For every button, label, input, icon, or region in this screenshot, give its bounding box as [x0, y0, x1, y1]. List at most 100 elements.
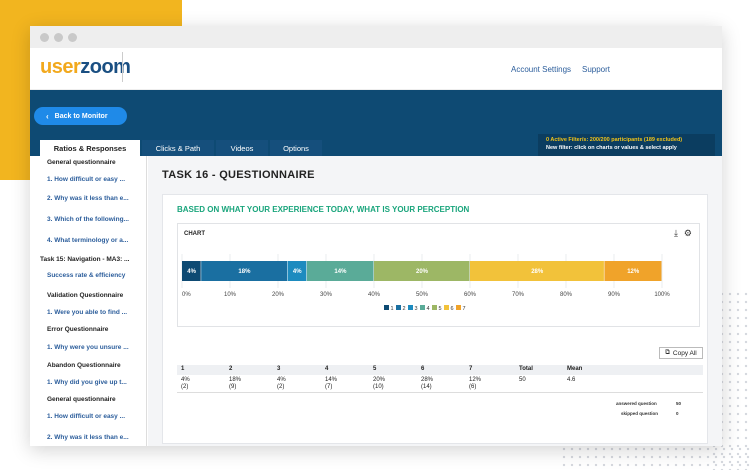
chevron-left-icon: ‹ — [46, 111, 49, 121]
table-percent-cell[interactable]: 20% — [373, 377, 386, 383]
back-to-monitor-button[interactable]: ‹ Back to Monitor — [34, 107, 127, 125]
table-count-cell[interactable]: (2) — [277, 384, 285, 390]
support-link[interactable]: Support — [582, 65, 611, 74]
legend-swatch[interactable] — [408, 305, 413, 310]
table-count-cell[interactable]: (6) — [469, 384, 477, 390]
window-close-dot[interactable] — [40, 33, 49, 42]
app-header: userzoom Account Settings Support — [30, 48, 722, 90]
x-tick-label: 40% — [368, 292, 381, 298]
gear-icon[interactable]: ⚙ — [683, 228, 692, 238]
sidebar-question-link[interactable]: 1. How difficult or easy ... — [47, 413, 126, 420]
bar-segment-2[interactable] — [201, 261, 288, 281]
window-titlebar — [30, 26, 722, 48]
sidebar-question-link[interactable]: 2. Why was it less than e... — [47, 434, 129, 441]
legend-swatch[interactable] — [444, 305, 449, 310]
table-count-cell[interactable]: (9) — [229, 384, 237, 390]
table-header-cell: 5 — [373, 366, 377, 372]
sidebar-section-heading: Error Questionnaire — [47, 326, 109, 333]
copy-all-button[interactable]: ⧉ Copy All — [659, 347, 703, 359]
tab-options[interactable]: Options — [270, 140, 322, 156]
sidebar-task-heading: Task 15: Navigation - MA3: ... — [40, 256, 130, 263]
tab-videos[interactable]: Videos — [216, 140, 268, 156]
table-count-cell[interactable]: (2) — [181, 384, 189, 390]
copy-icon: ⧉ — [665, 349, 670, 356]
bar-segment-5[interactable] — [374, 261, 470, 281]
sidebar-section-heading: General questionnaire — [47, 396, 116, 403]
table-percent-cell[interactable]: 18% — [229, 377, 242, 383]
table-header-row — [177, 365, 703, 375]
legend-swatch[interactable] — [384, 305, 389, 310]
window-minimize-dot[interactable] — [54, 33, 63, 42]
window-maximize-dot[interactable] — [68, 33, 77, 42]
x-tick-label: 30% — [320, 292, 333, 298]
logo-separator — [122, 52, 123, 82]
stacked-bar-chart[interactable]: 0% 10% 20% 30% 40% 50% 60% 70% 80% 90% 100% 4% 18% 4%… — [178, 224, 701, 328]
skipped-question-label: skipped question — [621, 411, 659, 416]
nav-band: ‹ Back to Monitor 0 Active Filter/s: 200… — [30, 90, 722, 156]
account-settings-link[interactable]: Account Settings — [511, 65, 572, 74]
question-sidebar: General questionnaire 1. How difficult or… — [30, 156, 147, 446]
sidebar-question-link[interactable]: 2. Why was it less than e... — [47, 195, 129, 202]
bar-data-label: 18% — [238, 269, 251, 275]
sidebar-question-link[interactable]: 1. Were you able to find ... — [47, 309, 128, 316]
download-icon[interactable]: ⤓ — [673, 228, 678, 238]
sidebar-question-link[interactable]: Success rate & efficiency — [47, 272, 126, 279]
question-title: BASED ON WHAT YOUR EXPERIENCE TODAY, WHA… — [177, 205, 470, 214]
x-tick-label: 10% — [224, 292, 237, 298]
table-percent-cell[interactable]: 14% — [325, 377, 338, 383]
table-header-cell: 1 — [181, 366, 185, 372]
chart-label: CHART — [184, 231, 205, 237]
legend-label: 3 — [415, 306, 418, 312]
tab-bar: Ratios & Responses Clicks & Path Videos … — [40, 140, 324, 156]
x-tick-label: 100% — [654, 292, 670, 298]
bar-segment-6[interactable] — [470, 261, 604, 281]
tab-clicks-path[interactable]: Clicks & Path — [142, 140, 214, 156]
table-percent-cell[interactable]: 28% — [421, 377, 434, 383]
browser-window: userzoom Account Settings Support ‹ Back… — [30, 26, 722, 446]
legend-label: 4 — [427, 306, 430, 312]
sidebar-question-link[interactable]: 3. Which of the following... — [47, 216, 129, 223]
background-dots-bottom — [560, 445, 750, 470]
active-filter-text: 0 Active Filter/s: 200/200 participants … — [546, 137, 683, 143]
table-header-cell: 2 — [229, 366, 233, 372]
bar-segment-1[interactable] — [182, 261, 201, 281]
table-percent-cell[interactable]: 50 — [519, 377, 526, 383]
legend-swatch[interactable] — [420, 305, 425, 310]
userzoom-logo[interactable]: userzoom — [40, 56, 131, 79]
table-count-cell[interactable]: (10) — [373, 384, 384, 390]
table-header-cell: 6 — [421, 366, 425, 372]
sidebar-question-link[interactable]: 1. How difficult or easy ... — [47, 176, 126, 183]
table-header-cell: 3 — [277, 366, 281, 372]
sidebar-question-link[interactable]: 1. Why were you unsure ... — [47, 344, 129, 351]
table-header-cell: 4 — [325, 366, 329, 372]
legend-swatch[interactable] — [396, 305, 401, 310]
table-percent-cell[interactable]: 4% — [277, 377, 286, 383]
legend-swatch[interactable] — [432, 305, 437, 310]
x-tick-label: 60% — [464, 292, 477, 298]
sidebar-question-link[interactable]: 1. Why did you give up t... — [47, 379, 127, 386]
table-count-cell[interactable]: (7) — [325, 384, 333, 390]
main-content: TASK 16 - QUESTIONNAIRE BASED ON WHAT YO… — [148, 156, 722, 446]
logo-text-user: user — [40, 56, 81, 78]
table-percent-cell[interactable]: 12% — [469, 377, 482, 383]
logo-text-zoom: zoom — [80, 56, 131, 78]
legend-swatch[interactable] — [456, 305, 461, 310]
copy-all-label: Copy All — [672, 349, 697, 357]
legend-label: 1 — [391, 306, 394, 312]
table-count-cell[interactable]: (14) — [421, 384, 432, 390]
x-tick-label: 50% — [416, 292, 429, 298]
sidebar-question-link[interactable]: 4. What terminology or a... — [47, 237, 129, 244]
bar-segment-3[interactable] — [287, 261, 307, 281]
bar-data-label: 4% — [187, 269, 196, 275]
answered-question-label: answered question — [616, 401, 657, 406]
page-title: TASK 16 - QUESTIONNAIRE — [162, 169, 315, 181]
table-percent-cell[interactable]: 4% — [181, 377, 190, 383]
question-card: BASED ON WHAT YOUR EXPERIENCE TODAY, WHA… — [162, 194, 708, 444]
bar-segment-7[interactable] — [604, 261, 662, 281]
bar-data-label: 12% — [627, 269, 640, 275]
tab-ratios-responses[interactable]: Ratios & Responses — [40, 140, 140, 156]
table-percent-cell[interactable]: 4.6 — [567, 377, 576, 383]
x-tick-label: 0% — [182, 292, 191, 298]
bar-data-label: 14% — [334, 269, 347, 275]
bar-segment-4[interactable] — [306, 261, 374, 281]
